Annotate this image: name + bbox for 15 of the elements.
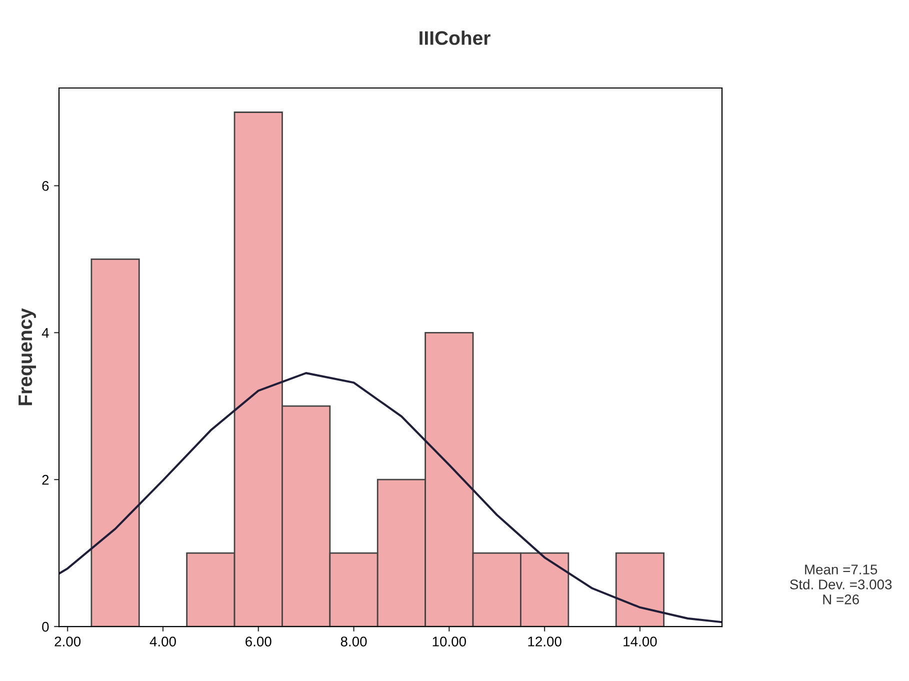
x-tick-label: 8.00 bbox=[340, 636, 367, 646]
text: Mean =7.15 Std. Dev. =3.003 N =26 bbox=[790, 564, 892, 604]
y-tick-label: 4 bbox=[42, 328, 49, 338]
x-tick-label: 4.00 bbox=[150, 636, 176, 646]
x-tick-label: 10.00 bbox=[432, 636, 466, 646]
y-tick-label: 0 bbox=[42, 622, 49, 632]
y-axis-title: Frequency bbox=[18, 308, 36, 406]
x-tick-label: 6.00 bbox=[246, 636, 272, 646]
x-tick-label: 2.00 bbox=[54, 636, 81, 646]
y-tick-label: 2 bbox=[42, 474, 49, 485]
x-tick-label: 12.00 bbox=[528, 636, 562, 646]
x-tick-label: 14.00 bbox=[624, 636, 657, 646]
line-series bbox=[59, 372, 722, 624]
y-tick-label: 6 bbox=[42, 181, 49, 191]
chart-title: IIICoher bbox=[420, 30, 490, 45]
